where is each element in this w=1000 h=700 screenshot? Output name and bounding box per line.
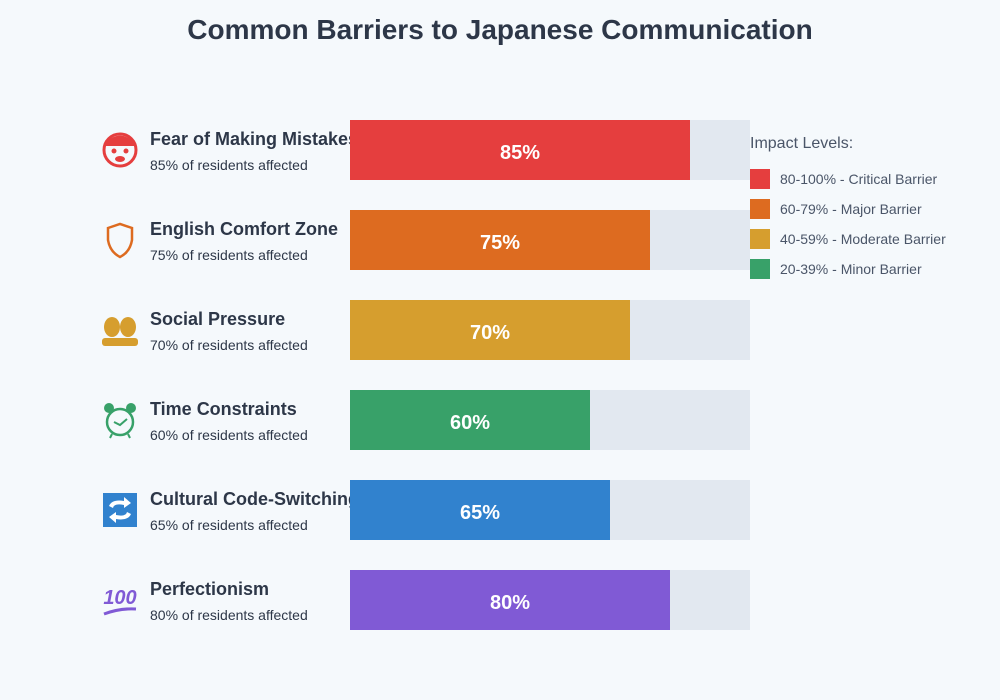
bar-row: 100 Perfectionism 80% of residents affec… xyxy=(0,570,760,630)
legend-swatch xyxy=(750,259,770,279)
legend-item: 20-39% - Minor Barrier xyxy=(750,259,946,279)
category-label: English Comfort Zone xyxy=(150,219,338,239)
fearful-face-icon xyxy=(102,132,138,168)
bar-row: English Comfort Zone 75% of residents af… xyxy=(0,210,760,270)
legend-label: 80-100% - Critical Barrier xyxy=(780,171,938,187)
category-subtitle: 85% of residents affected xyxy=(150,157,308,173)
bar-row: Cultural Code-Switching 65% of residents… xyxy=(0,480,760,540)
bar: 80% xyxy=(350,570,670,630)
legend-title: Impact Levels: xyxy=(750,135,854,152)
bar-track: 65% xyxy=(350,480,750,540)
legend-swatch xyxy=(750,199,770,219)
category-label: Social Pressure xyxy=(150,309,286,329)
svg-text:100: 100 xyxy=(103,587,136,609)
bar-row: Social Pressure 70% of residents affecte… xyxy=(0,300,760,360)
category-label: Fear of Making Mistakes xyxy=(150,129,359,149)
bar-track: 70% xyxy=(350,300,750,360)
shield-icon xyxy=(106,222,134,259)
category-subtitle: 70% of residents affected xyxy=(150,337,308,353)
bar-value-label: 70% xyxy=(469,322,511,344)
bar-value-label: 85% xyxy=(499,142,541,164)
legend-swatch xyxy=(750,169,770,189)
legend-item: 80-100% - Critical Barrier xyxy=(750,169,946,189)
bar: 85% xyxy=(350,120,690,180)
alarm-clock-icon xyxy=(104,403,136,439)
category-subtitle: 80% of residents affected xyxy=(150,607,308,623)
bar-value-label: 65% xyxy=(459,502,501,524)
category-label: Time Constraints xyxy=(150,399,297,419)
chart-title: Common Barriers to Japanese Communicatio… xyxy=(187,14,813,45)
legend-item: 60-79% - Major Barrier xyxy=(750,199,946,219)
bar-value-label: 80% xyxy=(489,592,531,614)
category-subtitle: 60% of residents affected xyxy=(150,427,308,443)
bar-value-label: 60% xyxy=(449,412,491,434)
bar-track: 60% xyxy=(350,390,750,450)
bar: 75% xyxy=(350,210,650,270)
busts-icon xyxy=(102,317,138,346)
bar-track: 80% xyxy=(350,570,750,630)
bar-row: Time Constraints 60% of residents affect… xyxy=(0,390,760,450)
bar-track: 75% xyxy=(350,210,750,270)
category-subtitle: 65% of residents affected xyxy=(150,517,308,533)
legend: Impact Levels: 80-100% - Critical Barrie… xyxy=(750,135,946,289)
legend-label: 20-39% - Minor Barrier xyxy=(780,261,922,277)
bar-track: 85% xyxy=(350,120,750,180)
bar: 60% xyxy=(350,390,590,450)
category-label: Cultural Code-Switching xyxy=(150,489,359,509)
category-label: Perfectionism xyxy=(150,579,270,599)
hundred-points-icon: 100 xyxy=(103,587,137,616)
arrows-cycle-icon xyxy=(103,493,137,527)
legend-swatch xyxy=(750,229,770,249)
bar-row: Fear of Making Mistakes 85% of residents… xyxy=(0,120,760,180)
legend-label: 60-79% - Major Barrier xyxy=(780,201,922,217)
bar-value-label: 75% xyxy=(479,232,521,254)
bar: 70% xyxy=(350,300,630,360)
category-subtitle: 75% of residents affected xyxy=(150,247,308,263)
legend-item: 40-59% - Moderate Barrier xyxy=(750,229,946,249)
bar: 65% xyxy=(350,480,610,540)
legend-label: 40-59% - Moderate Barrier xyxy=(780,231,946,247)
